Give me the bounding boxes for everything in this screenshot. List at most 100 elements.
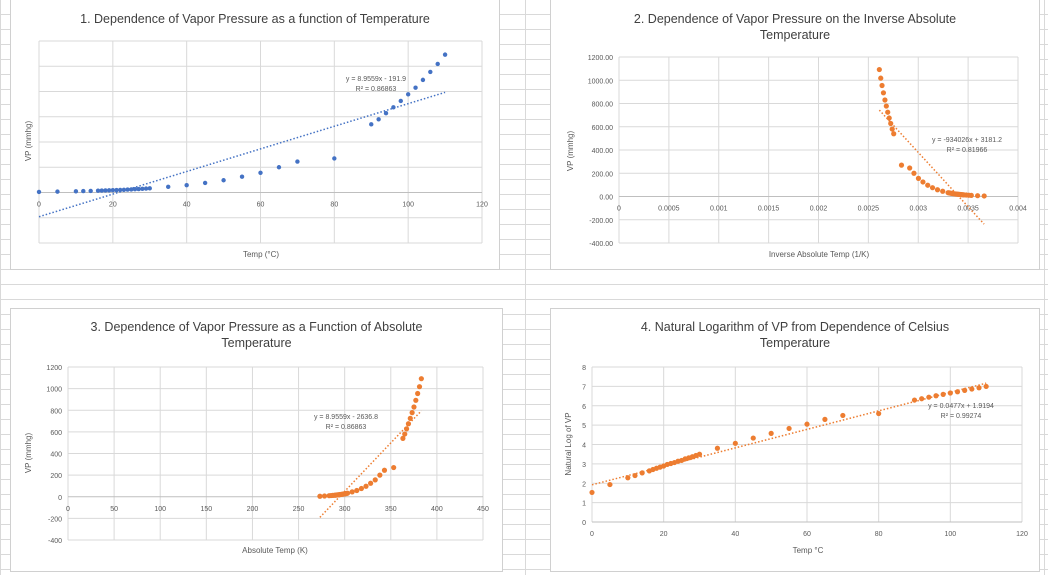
trendline-r-squared: R² = 0.99274 [941,413,982,420]
chart-vp-vs-temp[interactable]: 1. Dependence of Vapor Pressure as a fun… [10,0,500,270]
data-point [317,493,323,499]
chart-title-line: 4. Natural Logarithm of VP from Dependen… [640,320,950,334]
sheet-column-line [525,0,526,575]
data-point [919,396,925,402]
chart-title-line: Temperature [221,336,292,350]
chart-title: 2. Dependence of Vapor Pressure on the I… [551,11,1039,43]
data-point [103,188,108,193]
data-point [413,85,418,90]
data-point [147,186,152,191]
data-point [911,170,917,176]
data-point [377,472,383,478]
data-point [876,66,882,73]
trendline [878,109,985,225]
data-point [118,187,123,193]
data-point [221,178,226,183]
data-point [920,179,926,185]
y-tick-label: 4 [582,443,586,450]
y-tick-label: 400.00 [592,148,614,155]
x-axis-label: Inverse Absolute Temp (1/K) [769,250,870,259]
y-tick-label: 200 [50,473,62,480]
x-tick-label: 0.001 [710,206,728,213]
data-point [369,122,374,127]
trendline-equation: y = 8.9559x - 2636.8 [314,414,378,421]
y-axis-label: Natural Log of VP [564,412,573,475]
x-tick-label: 300 [339,506,351,513]
data-point [929,185,936,191]
chart-ln-vp-vs-temp[interactable]: 4. Natural Logarithm of VP from Dependen… [550,308,1040,572]
data-point [381,467,388,473]
data-point [882,97,888,103]
x-tick-label: 80 [875,531,883,538]
y-tick-label: 1000.00 [588,78,613,85]
data-point [411,404,417,410]
trendline-r-squared: R² = 0.86863 [356,86,397,93]
data-point [714,445,721,451]
y-tick-label: 0 [582,520,586,527]
x-tick-label: 0 [37,202,41,209]
chart-title-line: 3. Dependence of Vapor Pressure as a Fun… [90,320,423,334]
x-tick-label: 0.002 [810,206,828,213]
x-tick-label: 0.0005 [658,206,680,213]
x-axis-label: Absolute Temp (K) [242,546,308,555]
chart-title-line: Temperature [759,28,831,42]
y-tick-label: 600 [50,430,62,437]
y-tick-label: 0 [58,495,62,502]
data-point [413,397,419,403]
data-point [321,493,328,499]
data-point [804,421,810,427]
x-tick-label: 80 [330,202,338,209]
data-point [405,92,411,97]
x-tick-label: 450 [477,506,489,513]
data-point [363,483,369,489]
data-point [295,159,300,164]
data-point [885,109,891,115]
data-point [907,165,913,171]
trendline-equation: y = 8.9559x - 191.9 [346,76,406,83]
data-point [140,186,145,192]
y-tick-label: 6 [582,404,586,411]
y-tick-label: 7 [582,384,586,391]
y-tick-label: 600.00 [592,125,614,132]
data-point [883,103,889,109]
x-tick-label: 150 [200,506,212,513]
chart-vp-vs-absolute-temp[interactable]: 3. Dependence of Vapor Pressure as a Fun… [10,308,503,572]
data-point [239,174,245,179]
data-point [940,391,946,397]
data-point [822,416,828,422]
data-point [398,98,403,104]
data-point [442,52,448,57]
data-point [876,410,882,417]
data-point [732,440,738,446]
data-point [383,111,389,116]
y-tick-label: -200.00 [589,218,613,225]
data-point [166,184,171,190]
data-point [99,188,104,193]
data-point [332,156,337,161]
sheet-column-line [1044,0,1045,575]
data-point [911,397,918,403]
plot-svg: 0 20 40 60 80 100 120 Temp (°C) VP (mmhg) y = 8.9… [24,40,488,259]
data-point [898,162,905,168]
x-tick-label: 60 [257,202,265,209]
data-point [409,410,415,416]
data-point [428,69,433,75]
data-point [55,189,60,194]
x-tick-label: 0 [66,506,70,513]
trendline [319,410,422,518]
chart-vp-vs-inverse-temp[interactable]: 2. Dependence of Vapor Pressure on the I… [550,0,1040,270]
trendline-r-squared: R² = 0.81966 [947,147,988,154]
data-point [136,186,141,192]
x-tick-label: 350 [385,506,397,513]
y-tick-label: 800 [50,408,62,415]
y-tick-label: 0.00 [599,195,613,202]
chart-title: 3. Dependence of Vapor Pressure as a Fun… [11,319,502,351]
data-point [358,485,365,492]
y-tick-label: 5 [582,423,586,430]
x-tick-label: 250 [293,506,305,513]
x-tick-label: 60 [803,531,811,538]
data-point [354,487,360,494]
x-tick-label: 100 [944,531,956,538]
chart-title: 1. Dependence of Vapor Pressure as a fun… [80,12,430,26]
data-point [349,489,355,495]
